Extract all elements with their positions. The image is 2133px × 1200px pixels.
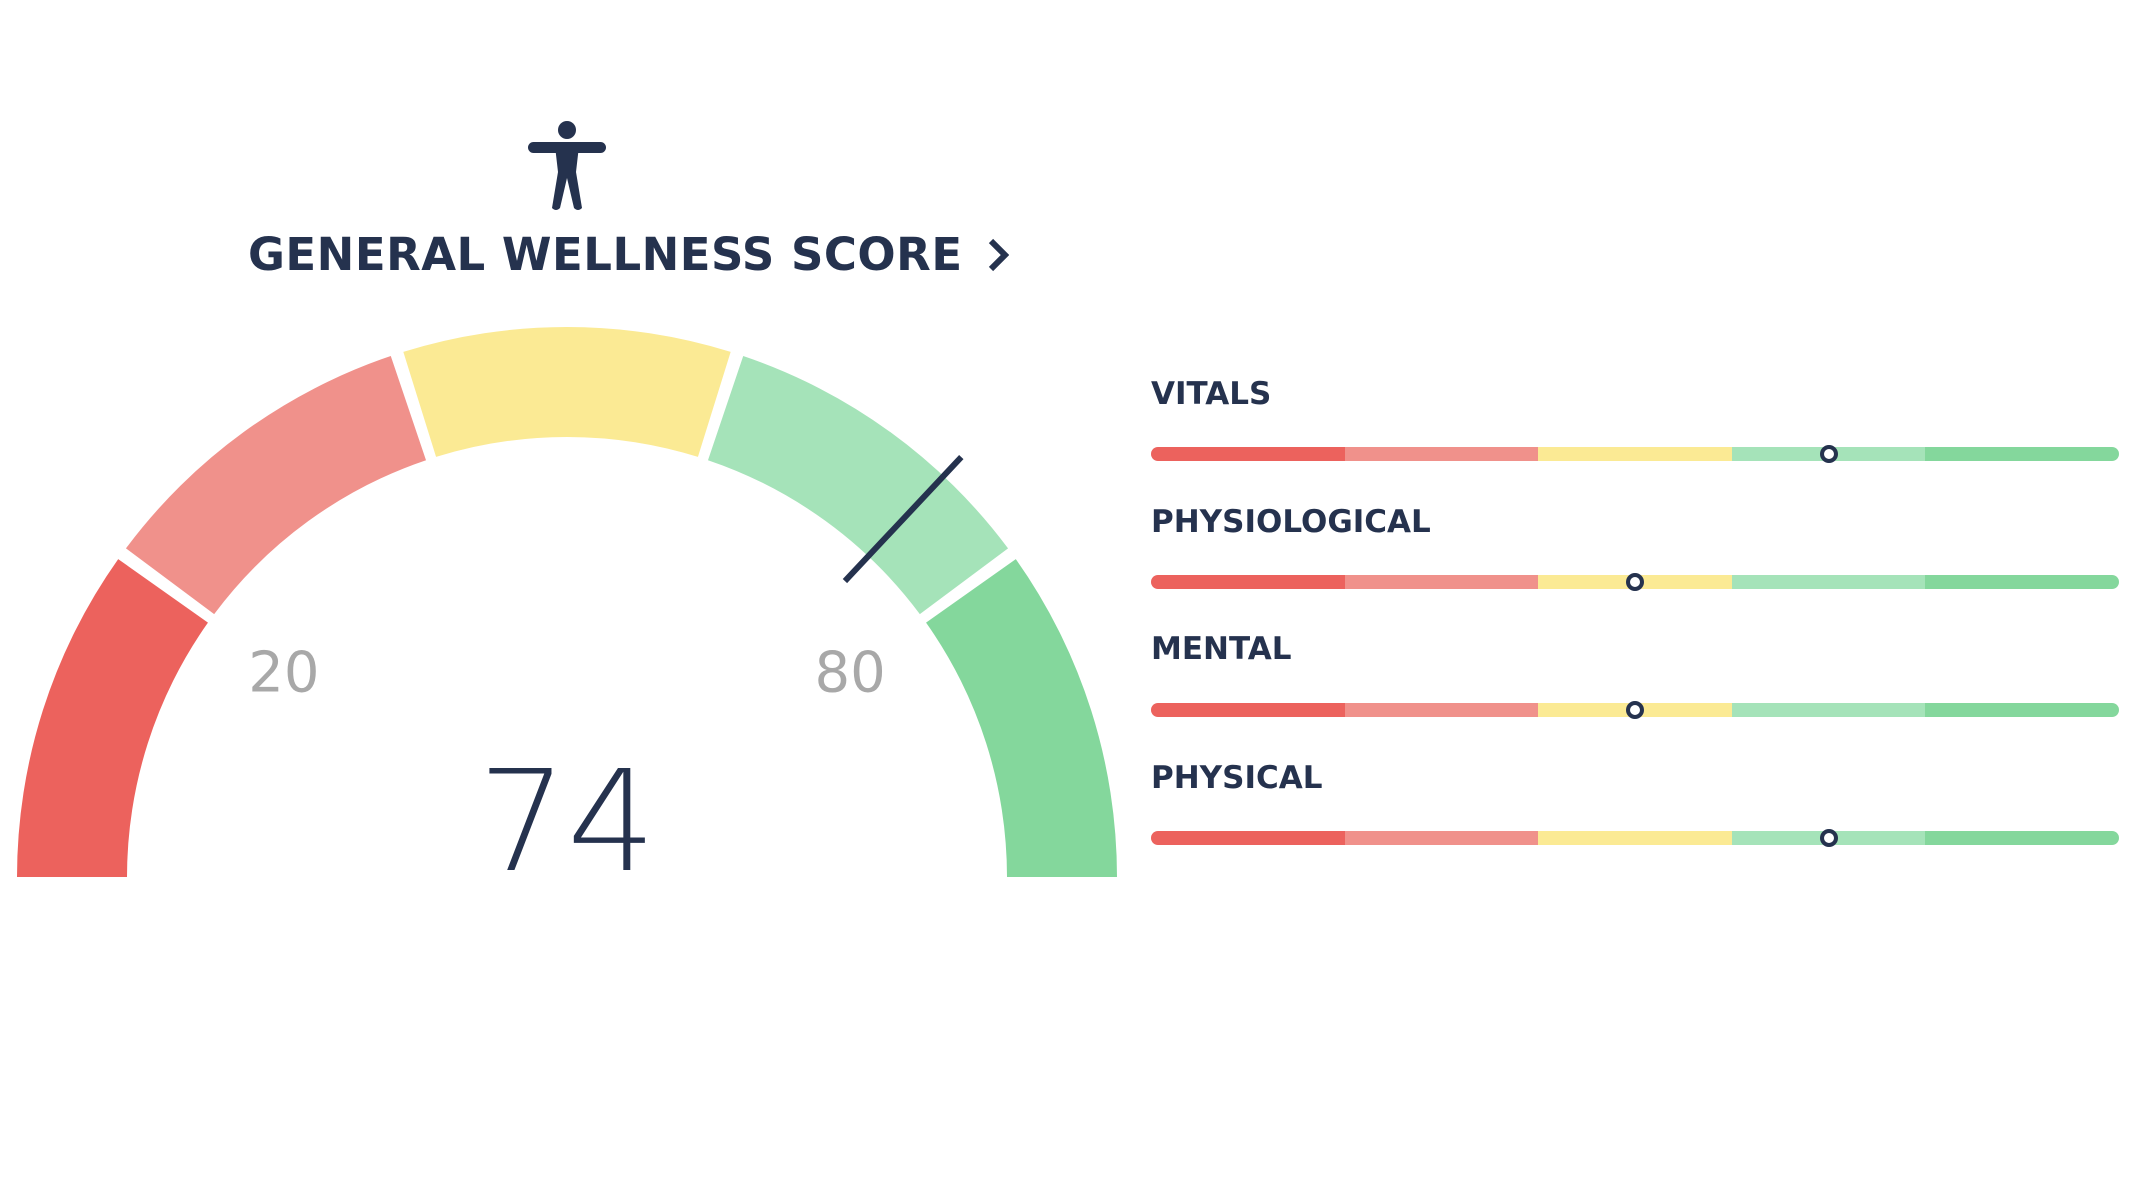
gauge-segment-5 (926, 559, 1117, 877)
score-marker (1819, 445, 1838, 463)
scale-segment (1925, 575, 2119, 589)
score-marker (1626, 573, 1644, 591)
gauge-segment-2 (125, 355, 427, 615)
scale-segment (1731, 703, 1926, 717)
scale-segment (1344, 831, 1539, 845)
wellness-score-link[interactable]: GENERAL WELLNESS SCORE (248, 228, 1009, 281)
scale-segment (1151, 447, 1345, 461)
category-label: MENTAL (1151, 631, 1292, 667)
gauge-tick-label: 80 (815, 640, 886, 705)
score-marker (1626, 701, 1644, 719)
scale-segment (1151, 575, 1345, 589)
category-scale-bar (1151, 831, 2119, 845)
category-scale-bar (1151, 575, 2119, 589)
scale-segment (1344, 447, 1539, 461)
scale-segment (1538, 831, 1732, 845)
gauge-segment-1 (17, 559, 208, 877)
category-label: PHYSIOLOGICAL (1151, 504, 1431, 540)
scale-segment (1925, 447, 2119, 461)
gauge-value: 74 (478, 741, 656, 900)
category-label: PHYSICAL (1151, 760, 1323, 796)
person-standing-icon (528, 121, 606, 210)
page-title: GENERAL WELLNESS SCORE (248, 228, 963, 281)
gauge-segment-3 (403, 326, 731, 457)
scale-segment (1344, 575, 1539, 589)
scale-segment (1344, 703, 1539, 717)
gauge-needle (842, 455, 964, 584)
scale-segment (1925, 831, 2119, 845)
category-scale-bar (1151, 447, 2119, 461)
scale-segment (1151, 831, 1345, 845)
category-label: VITALS (1151, 376, 1272, 412)
chevron-right-icon (988, 238, 1009, 271)
scale-segment (1538, 447, 1732, 461)
scale-segment (1151, 703, 1345, 717)
score-marker (1819, 829, 1838, 847)
scale-segment (1925, 703, 2119, 717)
gauge-segment-4 (707, 355, 1009, 615)
scale-segment (1731, 575, 1926, 589)
wellness-gauge: 20 80 74 (17, 326, 1117, 900)
gauge-tick-label: 20 (248, 640, 319, 705)
